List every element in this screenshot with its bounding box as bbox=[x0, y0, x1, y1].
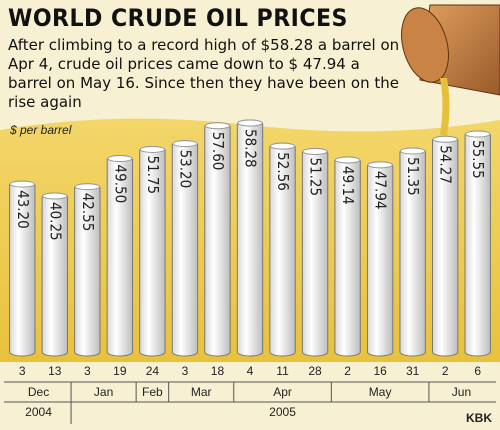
bar-cap bbox=[237, 119, 263, 127]
bar-cap bbox=[399, 147, 426, 155]
subtitle: After climbing to a record high of $58.2… bbox=[8, 36, 400, 111]
value-label: 42.55 bbox=[79, 193, 97, 232]
value-label: 40.25 bbox=[46, 202, 64, 241]
x-tick-label: 3 bbox=[84, 364, 91, 378]
x-tick-label: 13 bbox=[48, 364, 62, 378]
month-label: May bbox=[369, 385, 392, 399]
x-tick-label: 4 bbox=[247, 364, 254, 378]
value-label: 47.94 bbox=[372, 171, 390, 210]
value-label: 51.25 bbox=[307, 157, 325, 196]
bar-cap bbox=[465, 130, 491, 138]
x-tick-label: 6 bbox=[474, 364, 481, 378]
value-label: 51.75 bbox=[144, 155, 162, 194]
x-tick-label: 31 bbox=[406, 364, 420, 378]
x-tick-label: 24 bbox=[146, 364, 160, 378]
bar-cap bbox=[172, 140, 198, 148]
bar-cap bbox=[269, 142, 296, 150]
x-tick-label: 3 bbox=[182, 364, 189, 378]
credit: KBK bbox=[466, 411, 492, 425]
bar-cap bbox=[139, 145, 166, 153]
bar-cap bbox=[367, 161, 393, 169]
x-tick-label: 2 bbox=[442, 364, 449, 378]
value-label: 53.20 bbox=[176, 150, 194, 189]
value-label: 57.60 bbox=[209, 132, 227, 171]
value-label: 54.27 bbox=[437, 145, 455, 184]
bar-cap bbox=[42, 192, 68, 200]
month-label: Dec bbox=[28, 385, 49, 399]
month-label: Jun bbox=[452, 385, 471, 399]
bar-cap bbox=[302, 147, 328, 155]
x-tick-label: 16 bbox=[373, 364, 387, 378]
axis-band bbox=[0, 362, 500, 430]
x-tick-label: 11 bbox=[276, 364, 289, 378]
year-label: 2005 bbox=[269, 405, 296, 419]
month-label: Feb bbox=[142, 385, 163, 399]
x-tick-label: 2 bbox=[344, 364, 351, 378]
x-tick-label: 19 bbox=[113, 364, 127, 378]
month-label: Mar bbox=[191, 385, 212, 399]
barrel bbox=[401, 4, 500, 135]
value-label: 55.55 bbox=[469, 140, 487, 179]
value-label: 49.50 bbox=[111, 165, 129, 204]
bar-cap bbox=[74, 183, 101, 191]
bar-cap bbox=[107, 155, 133, 163]
x-tick-label: 18 bbox=[211, 364, 225, 378]
value-label: 49.14 bbox=[339, 166, 357, 205]
chart-title: WORLD CRUDE OIL PRICES bbox=[8, 4, 348, 32]
unit-label: $ per barrel bbox=[10, 123, 72, 137]
bar-cap bbox=[9, 180, 35, 188]
month-label: Apr bbox=[273, 385, 292, 399]
x-tick-label: 3 bbox=[19, 364, 26, 378]
bar-cap bbox=[204, 122, 231, 130]
value-label: 58.28 bbox=[242, 129, 260, 168]
bar-cap bbox=[432, 135, 458, 143]
x-tick-label: 28 bbox=[308, 364, 322, 378]
month-label: Jan bbox=[94, 385, 113, 399]
value-label: 51.35 bbox=[404, 157, 422, 196]
value-label: 43.20 bbox=[14, 190, 32, 229]
year-label: 2004 bbox=[25, 405, 52, 419]
bar-cap bbox=[334, 156, 361, 164]
value-label: 52.56 bbox=[274, 152, 292, 191]
